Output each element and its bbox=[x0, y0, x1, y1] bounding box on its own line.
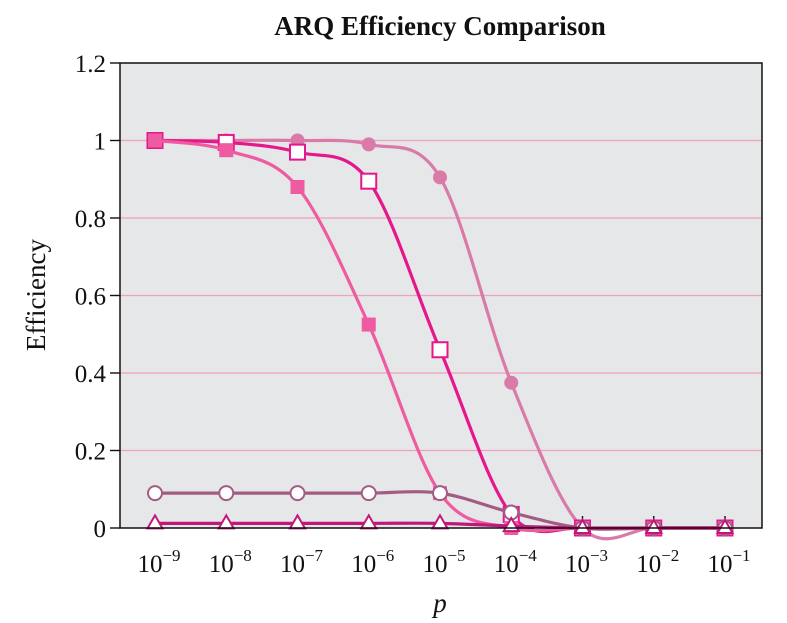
data-point bbox=[361, 137, 376, 152]
x-tick-label: 10−1 bbox=[707, 546, 750, 578]
y-axis-label: Efficiency bbox=[21, 239, 51, 351]
y-tick-label: 0 bbox=[94, 516, 107, 543]
x-tick-label: 10−8 bbox=[209, 546, 252, 578]
y-tick-label: 0.4 bbox=[75, 361, 107, 388]
y-tick-label: 0.6 bbox=[75, 284, 106, 311]
x-axis-label: p bbox=[431, 588, 447, 618]
y-tick-label: 1 bbox=[94, 129, 107, 156]
x-tick-label: 10−9 bbox=[137, 546, 180, 578]
data-point bbox=[289, 485, 306, 502]
data-point bbox=[433, 170, 447, 185]
y-tick-label: 0.8 bbox=[75, 206, 106, 233]
data-point bbox=[432, 485, 448, 502]
data-point bbox=[644, 517, 663, 534]
data-point bbox=[573, 517, 592, 534]
chart-title: ARQ Efficiency Comparison bbox=[274, 11, 605, 41]
data-point bbox=[431, 341, 449, 359]
x-tick-label: 10−4 bbox=[494, 546, 538, 578]
x-tick-label: 10−3 bbox=[565, 546, 608, 578]
plot-frame bbox=[119, 62, 763, 529]
data-point bbox=[218, 485, 235, 502]
x-tick-label: 10−2 bbox=[636, 546, 679, 578]
y-tick-label: 0.2 bbox=[75, 439, 106, 466]
data-point bbox=[360, 485, 377, 502]
series-line bbox=[155, 138, 725, 541]
data-point bbox=[148, 133, 162, 148]
data-point bbox=[361, 317, 376, 332]
data-point bbox=[504, 375, 519, 390]
x-tick-label: 10−6 bbox=[351, 546, 394, 578]
data-point bbox=[715, 517, 735, 534]
data-point bbox=[290, 180, 305, 194]
data-point bbox=[360, 172, 378, 190]
y-tick-label: 1.2 bbox=[75, 51, 106, 78]
data-point bbox=[147, 485, 163, 502]
x-tick-label: 10−5 bbox=[422, 546, 465, 578]
data-point bbox=[219, 143, 234, 158]
x-tick-label: 10−7 bbox=[280, 546, 324, 578]
data-point bbox=[289, 143, 306, 161]
